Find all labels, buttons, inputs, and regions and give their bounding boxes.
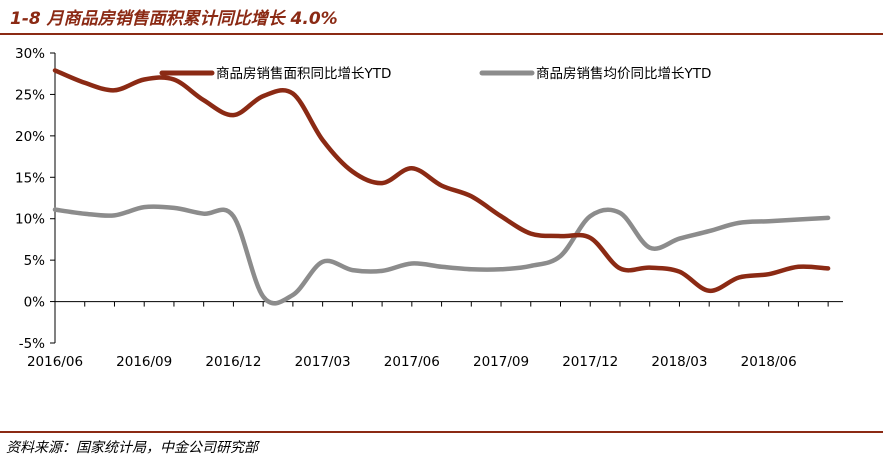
- x-tick-label: 2017/09: [473, 354, 529, 370]
- y-tick-label: 10%: [15, 212, 45, 228]
- legend-item-sales-area-label: 商品房销售面积同比增长YTD: [216, 66, 391, 82]
- x-tick-label: 2017/06: [384, 354, 440, 370]
- y-tick-label: 5%: [24, 253, 46, 269]
- y-tick-label: 0%: [24, 295, 46, 311]
- series-layer: [52, 68, 831, 306]
- axes: 30% 25% 20% 15% 10% 5% 0% -5% 2016/06 2016/09 2016…: [15, 46, 843, 370]
- x-tick-label: 2016/12: [205, 354, 261, 370]
- x-tick-label: 2016/09: [116, 354, 172, 370]
- x-tick-label: 2016/06: [27, 354, 83, 370]
- x-tick-label: 2018/06: [741, 354, 797, 370]
- y-tick-label: -5%: [19, 336, 45, 352]
- legend-item-avg-price-label: 商品房销售均价同比增长YTD: [536, 66, 711, 82]
- series-line-avg-price: [52, 204, 831, 306]
- x-tick-label: 2017/03: [295, 354, 351, 370]
- y-tick-label: 25%: [15, 87, 45, 103]
- y-tick-label: 20%: [15, 129, 45, 145]
- source-rule: [0, 431, 883, 433]
- title-rule: [0, 33, 883, 35]
- series-line-sales-area: [52, 68, 831, 294]
- legend: 商品房销售面积同比增长YTD 商品房销售均价同比增长YTD: [159, 66, 711, 82]
- x-tick-label: 2018/03: [651, 354, 707, 370]
- chart-title: 1-8 月商品房销售面积累计同比增长 4.0%: [10, 9, 338, 29]
- y-tick-label: 30%: [15, 46, 45, 62]
- chart: 商品房销售面积同比增长YTD 商品房销售均价同比增长YTD 30% 25% 20% 15…: [15, 46, 843, 370]
- x-tick-label: 2017/12: [562, 354, 618, 370]
- source-note: 资料来源：国家统计局，中金公司研究部: [6, 440, 258, 456]
- y-tick-label: 15%: [15, 170, 45, 186]
